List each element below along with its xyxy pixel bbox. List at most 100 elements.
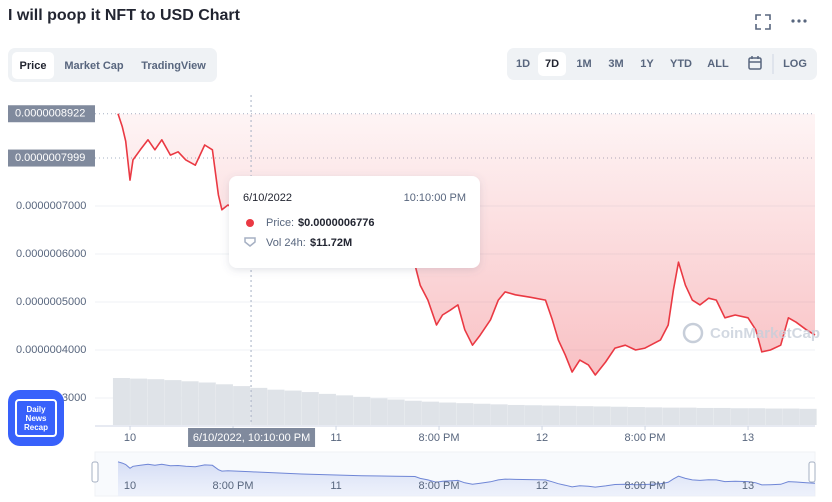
range-button[interactable]: ALL	[707, 58, 729, 70]
volume-bar	[507, 404, 525, 425]
volume-bar	[593, 406, 611, 425]
y-tick-label: 0.0000004000	[16, 344, 86, 356]
range-button[interactable]: 3M	[608, 58, 623, 70]
volume-bar	[301, 392, 319, 425]
crosshair-y-label: 0.0000007999	[15, 152, 85, 164]
calendar-icon	[749, 56, 761, 63]
badge-text: Recap	[24, 423, 48, 432]
volume-bar	[542, 405, 560, 425]
volume-bar	[748, 408, 766, 425]
navigator-tick-label: 8:00 PM	[625, 480, 666, 492]
volume-bar	[421, 401, 439, 425]
calendar-button[interactable]	[748, 56, 762, 70]
volume-bar	[404, 400, 422, 425]
range-button[interactable]: 7D	[545, 58, 559, 70]
tooltip-price-label: Price:	[266, 217, 294, 229]
chart-title: I will poop it NFT to USD Chart	[8, 7, 241, 24]
range-selected	[538, 52, 566, 76]
tooltip-volume: $11.72M	[310, 237, 352, 249]
volume-bar	[456, 403, 474, 425]
x-tick-label: 12	[536, 432, 548, 444]
navigator-handle[interactable]	[808, 461, 816, 483]
log-button[interactable]: LOG	[783, 58, 807, 70]
volume-bar	[250, 387, 268, 425]
tooltip-time: 10:10:00 PM	[404, 192, 466, 204]
volume-bar	[318, 393, 336, 425]
volume-bar	[610, 406, 628, 425]
x-tick-label: 11	[330, 432, 341, 444]
range-button[interactable]: 1D	[516, 58, 530, 70]
crosshair-x-box	[188, 428, 316, 447]
navigator-area	[118, 461, 815, 496]
range-button[interactable]: YTD	[670, 58, 692, 70]
watermark-logo	[682, 322, 704, 344]
volume-bar	[524, 405, 542, 425]
volume-bar	[336, 395, 354, 425]
calendar-icon	[748, 57, 762, 70]
volume-bar	[490, 404, 508, 425]
y-tick-label: 0.0000006000	[16, 248, 86, 260]
volume-bar	[765, 408, 783, 425]
navigator-tick-label: 8:00 PM	[213, 480, 254, 492]
volume-bar	[164, 380, 182, 425]
x-tick-label: 10	[124, 432, 136, 444]
navigator-line	[117, 461, 816, 488]
range-bar	[507, 48, 817, 80]
more-icon[interactable]	[791, 19, 807, 23]
volume-bar	[782, 408, 800, 425]
navigator-tick-label: 13	[742, 480, 754, 492]
volume-bar	[439, 402, 457, 425]
badge-bg	[8, 390, 64, 446]
badge-text: Daily	[26, 405, 46, 414]
y-tick-label: 0.0000005000	[16, 296, 86, 308]
tab-label[interactable]: TradingView	[141, 60, 206, 72]
navigator-tick-label: 12	[536, 480, 548, 492]
tooltip-price: $0.0000006776	[298, 217, 374, 229]
volume-bar	[353, 396, 371, 425]
tooltip-volume-label: Vol 24h:	[266, 237, 306, 249]
range-button[interactable]: 1M	[576, 58, 591, 70]
tooltip-box	[229, 176, 480, 268]
current-price-box	[8, 105, 95, 123]
volume-bar	[370, 398, 388, 425]
volume-bar	[576, 406, 594, 425]
volume-bar	[233, 386, 251, 425]
price-line	[117, 113, 816, 376]
volume-bar	[387, 399, 405, 425]
crosshair-y-box	[8, 149, 95, 167]
x-tick-label: 8:00 PM	[419, 432, 460, 444]
range-button[interactable]: 1Y	[640, 58, 654, 70]
volume-bar	[645, 407, 663, 425]
volume-bar	[730, 408, 748, 425]
volume-bar	[627, 407, 645, 425]
crosshair-x-label: 6/10/2022, 10:10:00 PM	[193, 432, 310, 444]
badge-text: News	[26, 414, 47, 423]
tooltip: 6/10/2022 10:10:00 PM Price: $0.0000006776 V…	[229, 176, 480, 268]
navigator-tick-label: 11	[330, 480, 341, 492]
volume-bar	[713, 407, 731, 425]
volume-bar	[284, 390, 302, 425]
navigator-tick-label: 8:00 PM	[419, 480, 460, 492]
navigator-handle[interactable]	[91, 461, 99, 483]
volume-bar	[799, 408, 817, 425]
x-tick-label: 8:00 PM	[625, 432, 666, 444]
volume-bar	[696, 407, 714, 425]
volume-bar	[662, 407, 680, 425]
fullscreen-icon[interactable]	[755, 14, 771, 30]
tab-label[interactable]: Market Cap	[64, 60, 124, 72]
volume-bar	[130, 378, 148, 425]
tooltip-dot	[246, 219, 254, 227]
tooltip-date: 6/10/2022	[243, 192, 292, 204]
volume-bar	[559, 405, 577, 425]
tab-bar	[8, 48, 217, 82]
volume-bar	[181, 381, 199, 425]
tab[interactable]	[12, 52, 54, 79]
volume-bar	[112, 378, 130, 425]
volume-bar	[267, 389, 285, 425]
volume-bar	[215, 384, 233, 425]
tab-label[interactable]: Price	[20, 60, 47, 72]
volume-bar	[679, 407, 697, 425]
current-price-label: 0.0000008922	[15, 108, 85, 120]
